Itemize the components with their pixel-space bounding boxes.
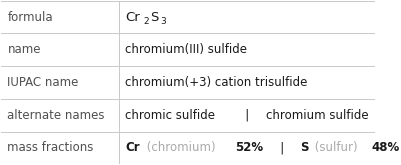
Text: chromium(III) sulfide: chromium(III) sulfide — [125, 43, 247, 56]
Text: 2: 2 — [143, 17, 149, 26]
Text: S: S — [150, 11, 158, 24]
Text: 3: 3 — [160, 17, 166, 26]
Text: Cr: Cr — [125, 11, 140, 24]
Text: formula: formula — [8, 11, 53, 24]
Text: chromium(+3) cation trisulfide: chromium(+3) cation trisulfide — [125, 76, 308, 89]
Text: name: name — [8, 43, 41, 56]
Text: chromium sulfide: chromium sulfide — [265, 109, 368, 122]
Text: Cr: Cr — [125, 141, 140, 154]
Text: IUPAC name: IUPAC name — [8, 76, 79, 89]
Text: S: S — [301, 141, 309, 154]
Text: alternate names: alternate names — [8, 109, 105, 122]
Text: chromic sulfide: chromic sulfide — [125, 109, 215, 122]
Text: |: | — [269, 141, 295, 154]
Text: 48%: 48% — [371, 141, 400, 154]
Text: (chromium): (chromium) — [143, 141, 219, 154]
Text: (sulfur): (sulfur) — [311, 141, 361, 154]
Text: 52%: 52% — [235, 141, 263, 154]
Text: |: | — [234, 109, 260, 122]
Text: mass fractions: mass fractions — [8, 141, 94, 154]
